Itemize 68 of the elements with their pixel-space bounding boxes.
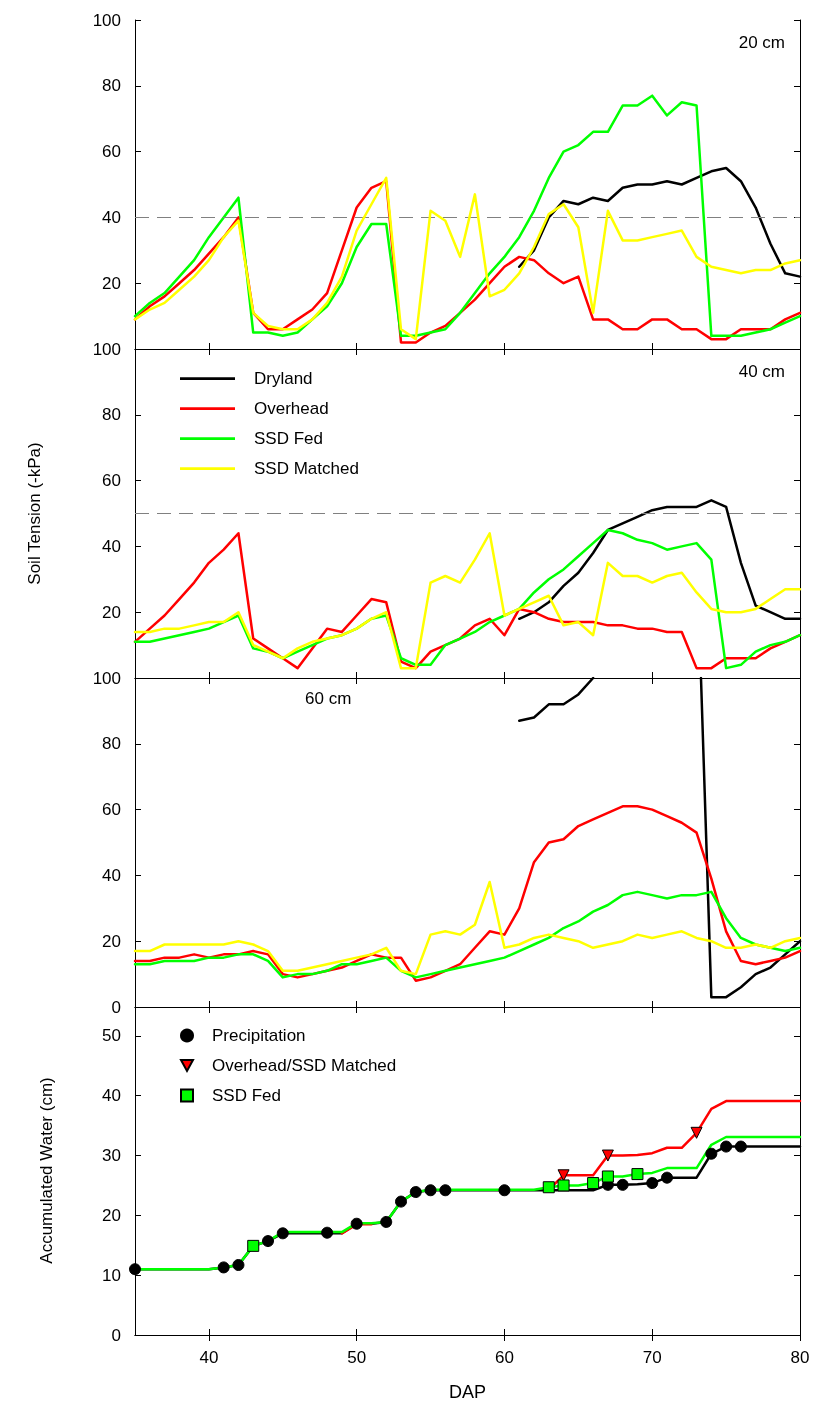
point [705,1148,718,1160]
point [601,1149,614,1162]
y-tick-label: 80 [102,733,121,753]
point [542,1181,555,1194]
point [734,1140,747,1153]
point [557,1179,570,1192]
point [498,1184,511,1197]
point [129,1263,141,1276]
y-tick-label: 100 [92,10,121,30]
point [262,1235,274,1248]
y-tick-label: 0 [111,1325,121,1345]
point [424,1184,437,1197]
x-tick-label: 50 [347,1348,367,1368]
y-tick-label: 80 [102,76,121,96]
line-series [133,94,802,338]
point [631,1168,644,1181]
point [350,1217,363,1230]
legend-label: SSD Fed [254,428,323,448]
point [276,1227,289,1240]
point [247,1240,260,1253]
point [409,1186,422,1199]
annotation: 20 cm [738,33,785,52]
y-tick-label: 0 [111,997,121,1016]
x-tick-label: 60 [494,1348,514,1368]
legend-label: Dryland [254,368,313,388]
point [380,1216,393,1229]
point [720,1140,733,1153]
y-tick-label: 80 [102,405,121,425]
x-tick-label: 70 [642,1348,662,1368]
x-tick-label: 80 [790,1348,810,1368]
y-tick-label: 30 [102,1146,121,1166]
point [616,1179,629,1192]
y-tick-label: 40 [102,865,121,885]
y-tick-label: 40 [102,207,121,227]
point [439,1184,452,1197]
annotation: 40 cm [738,361,785,381]
legend-label: SSD Matched [254,458,359,478]
y-axis-title: Soil Tension (-kPa) [25,442,44,585]
y-tick-label: 10 [102,1265,121,1285]
y-tick-label: 60 [102,799,121,819]
point [321,1226,334,1239]
y-tick-label: 60 [102,142,121,162]
y-axis-title: Accumulated Water (cm) [37,1077,56,1264]
legend-label: Precipitation [212,1026,306,1046]
point [601,1170,614,1183]
y-tick-label: 50 [102,1026,121,1046]
legend-label: Overhead [254,398,329,418]
y-tick-label: 100 [92,339,121,359]
y-tick-label: 20 [102,273,121,293]
y-tick-label: 40 [102,536,121,556]
x-axis-title: DAP [448,1382,487,1403]
legend-label: SSD Fed [212,1086,281,1106]
point [395,1195,407,1208]
y-tick-label: 20 [102,602,121,622]
y-tick-label: 100 [92,668,121,687]
point [217,1261,230,1274]
y-tick-label: 20 [102,931,121,951]
y-tick-label: 40 [102,1086,121,1106]
x-tick-label: 40 [199,1348,219,1368]
point [232,1259,245,1272]
point [661,1171,673,1184]
y-tick-label: 60 [102,470,121,490]
legend-label: Overhead/SSD Matched [212,1056,397,1076]
point [646,1177,659,1190]
annotation: 60 cm [305,688,352,708]
point [587,1177,600,1190]
y-tick-label: 20 [102,1206,121,1226]
point [690,1127,703,1140]
